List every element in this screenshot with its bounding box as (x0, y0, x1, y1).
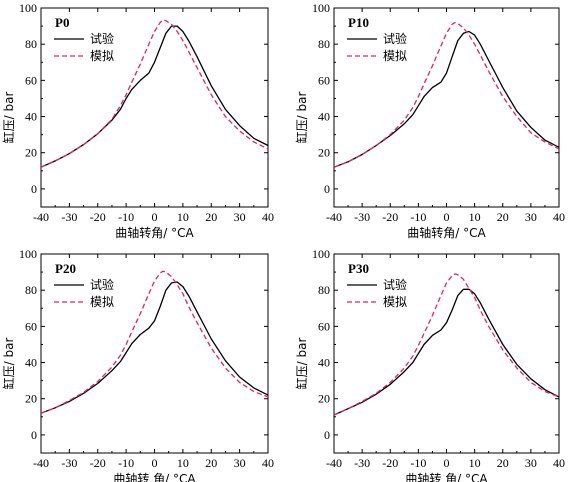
series-line-experiment (333, 30, 560, 168)
x-tick-label: -40 (326, 456, 342, 470)
panel-label: P30 (348, 261, 369, 276)
x-axis-title: 曲轴转 角/ °CA (113, 471, 196, 482)
x-tick-label: 10 (469, 456, 481, 470)
x-tick-label: -40 (33, 456, 49, 470)
x-tick-label: 30 (525, 210, 537, 224)
x-tick-label: -40 (326, 210, 342, 224)
legend-label: 模拟 (90, 49, 114, 63)
series-line-simulation (40, 270, 269, 414)
plot-frame (40, 253, 269, 454)
y-tick-label: 0 (324, 182, 330, 196)
y-tick-label: 20 (25, 146, 37, 160)
x-tick-label: -20 (90, 456, 106, 470)
x-tick-label: -30 (61, 210, 77, 224)
series-line-experiment (40, 25, 269, 168)
x-tick-label: -10 (410, 456, 426, 470)
y-tick-label: 100 (312, 1, 330, 15)
y-tick-label: 80 (318, 37, 330, 51)
legend-label: 模拟 (383, 295, 407, 309)
y-tick-label: 40 (318, 356, 330, 370)
y-tick-label: 40 (25, 110, 37, 124)
series-line-experiment (40, 281, 269, 414)
chart-panel-p20: -40 -30 -20 -10 0 10 20 30 40 0 20 40 60 80 100 曲轴转 角/ … (1, 247, 274, 482)
x-tick-label: 0 (152, 210, 158, 224)
x-tick-label: 30 (234, 456, 246, 470)
x-tick-label: -30 (354, 456, 370, 470)
x-tick-label: 10 (177, 456, 189, 470)
series-line-simulation (333, 21, 560, 168)
y-tick-label: 20 (318, 146, 330, 160)
x-tick-label: 40 (262, 456, 274, 470)
y-tick-label: 100 (312, 247, 330, 261)
series-line-simulation (333, 273, 560, 416)
x-axis-title: 曲轴转角/ °CA (407, 225, 486, 240)
panel-label: P20 (55, 261, 76, 276)
x-tick-label: -30 (61, 456, 77, 470)
y-tick-label: 80 (25, 283, 37, 297)
x-tick-label: 20 (205, 456, 217, 470)
x-tick-label: 20 (497, 456, 509, 470)
legend-label: 试验 (383, 31, 407, 46)
y-tick-label: 100 (19, 247, 37, 261)
series-line-experiment (333, 288, 560, 416)
x-tick-label: 0 (444, 210, 450, 224)
y-tick-label: 40 (25, 356, 37, 370)
series-line-simulation (40, 19, 269, 168)
x-tick-label: 20 (497, 210, 509, 224)
chart-panel-p10: -40 -30 -20 -10 0 10 20 30 40 0 20 40 60 80 100 曲轴转角/ °… (294, 1, 565, 240)
x-tick-label: 40 (553, 210, 565, 224)
panel-label: P10 (348, 15, 369, 30)
plot-frame (40, 7, 269, 208)
x-axis-title: 曲轴转 角/ °CA (405, 471, 488, 482)
y-tick-label: 60 (318, 73, 330, 87)
x-tick-label: 20 (205, 210, 217, 224)
x-tick-label: 30 (525, 456, 537, 470)
legend-label: 模拟 (383, 49, 407, 63)
x-tick-label: -20 (382, 210, 398, 224)
x-tick-label: 0 (444, 456, 450, 470)
x-tick-label: -20 (382, 456, 398, 470)
x-tick-label: -40 (33, 210, 49, 224)
x-tick-label: 10 (469, 210, 481, 224)
x-tick-label: 40 (262, 210, 274, 224)
y-axis-title: 缸压/ bar (1, 92, 16, 144)
y-axis-title: 缸压/ bar (294, 338, 309, 390)
y-tick-label: 60 (318, 319, 330, 333)
y-tick-label: 0 (31, 182, 37, 196)
y-tick-label: 0 (31, 428, 37, 442)
y-tick-label: 80 (25, 37, 37, 51)
panel-label: P0 (55, 15, 69, 30)
legend-label: 试验 (383, 277, 407, 292)
y-tick-label: 100 (19, 1, 37, 15)
x-tick-label: 10 (177, 210, 189, 224)
x-tick-label: -10 (118, 456, 134, 470)
y-tick-label: 20 (318, 392, 330, 406)
y-axis-title: 缸压/ bar (1, 338, 16, 390)
y-tick-label: 80 (318, 283, 330, 297)
y-tick-label: 40 (318, 110, 330, 124)
x-tick-label: 40 (553, 456, 565, 470)
y-axis-title: 缸压/ bar (294, 92, 309, 144)
x-tick-label: -30 (354, 210, 370, 224)
x-tick-label: -10 (410, 210, 426, 224)
legend-label: 试验 (90, 277, 114, 292)
y-tick-label: 0 (324, 428, 330, 442)
y-tick-label: 60 (25, 319, 37, 333)
chart-panel-p0: -40 -30 -20 -10 0 10 20 30 40 0 20 40 60 80 100 曲轴转角/ °… (1, 1, 274, 240)
x-tick-label: 30 (234, 210, 246, 224)
legend-label: 模拟 (90, 295, 114, 309)
x-tick-label: -10 (118, 210, 134, 224)
y-tick-label: 20 (25, 392, 37, 406)
y-tick-label: 60 (25, 73, 37, 87)
chart-panel-p30: -40 -30 -20 -10 0 10 20 30 40 0 20 40 60 80 100 曲轴转 角/ … (294, 247, 565, 482)
x-axis-title: 曲轴转角/ °CA (115, 225, 194, 240)
x-tick-label: 0 (152, 456, 158, 470)
x-tick-label: -20 (90, 210, 106, 224)
plot-frame (333, 7, 560, 208)
legend-label: 试验 (90, 31, 114, 46)
